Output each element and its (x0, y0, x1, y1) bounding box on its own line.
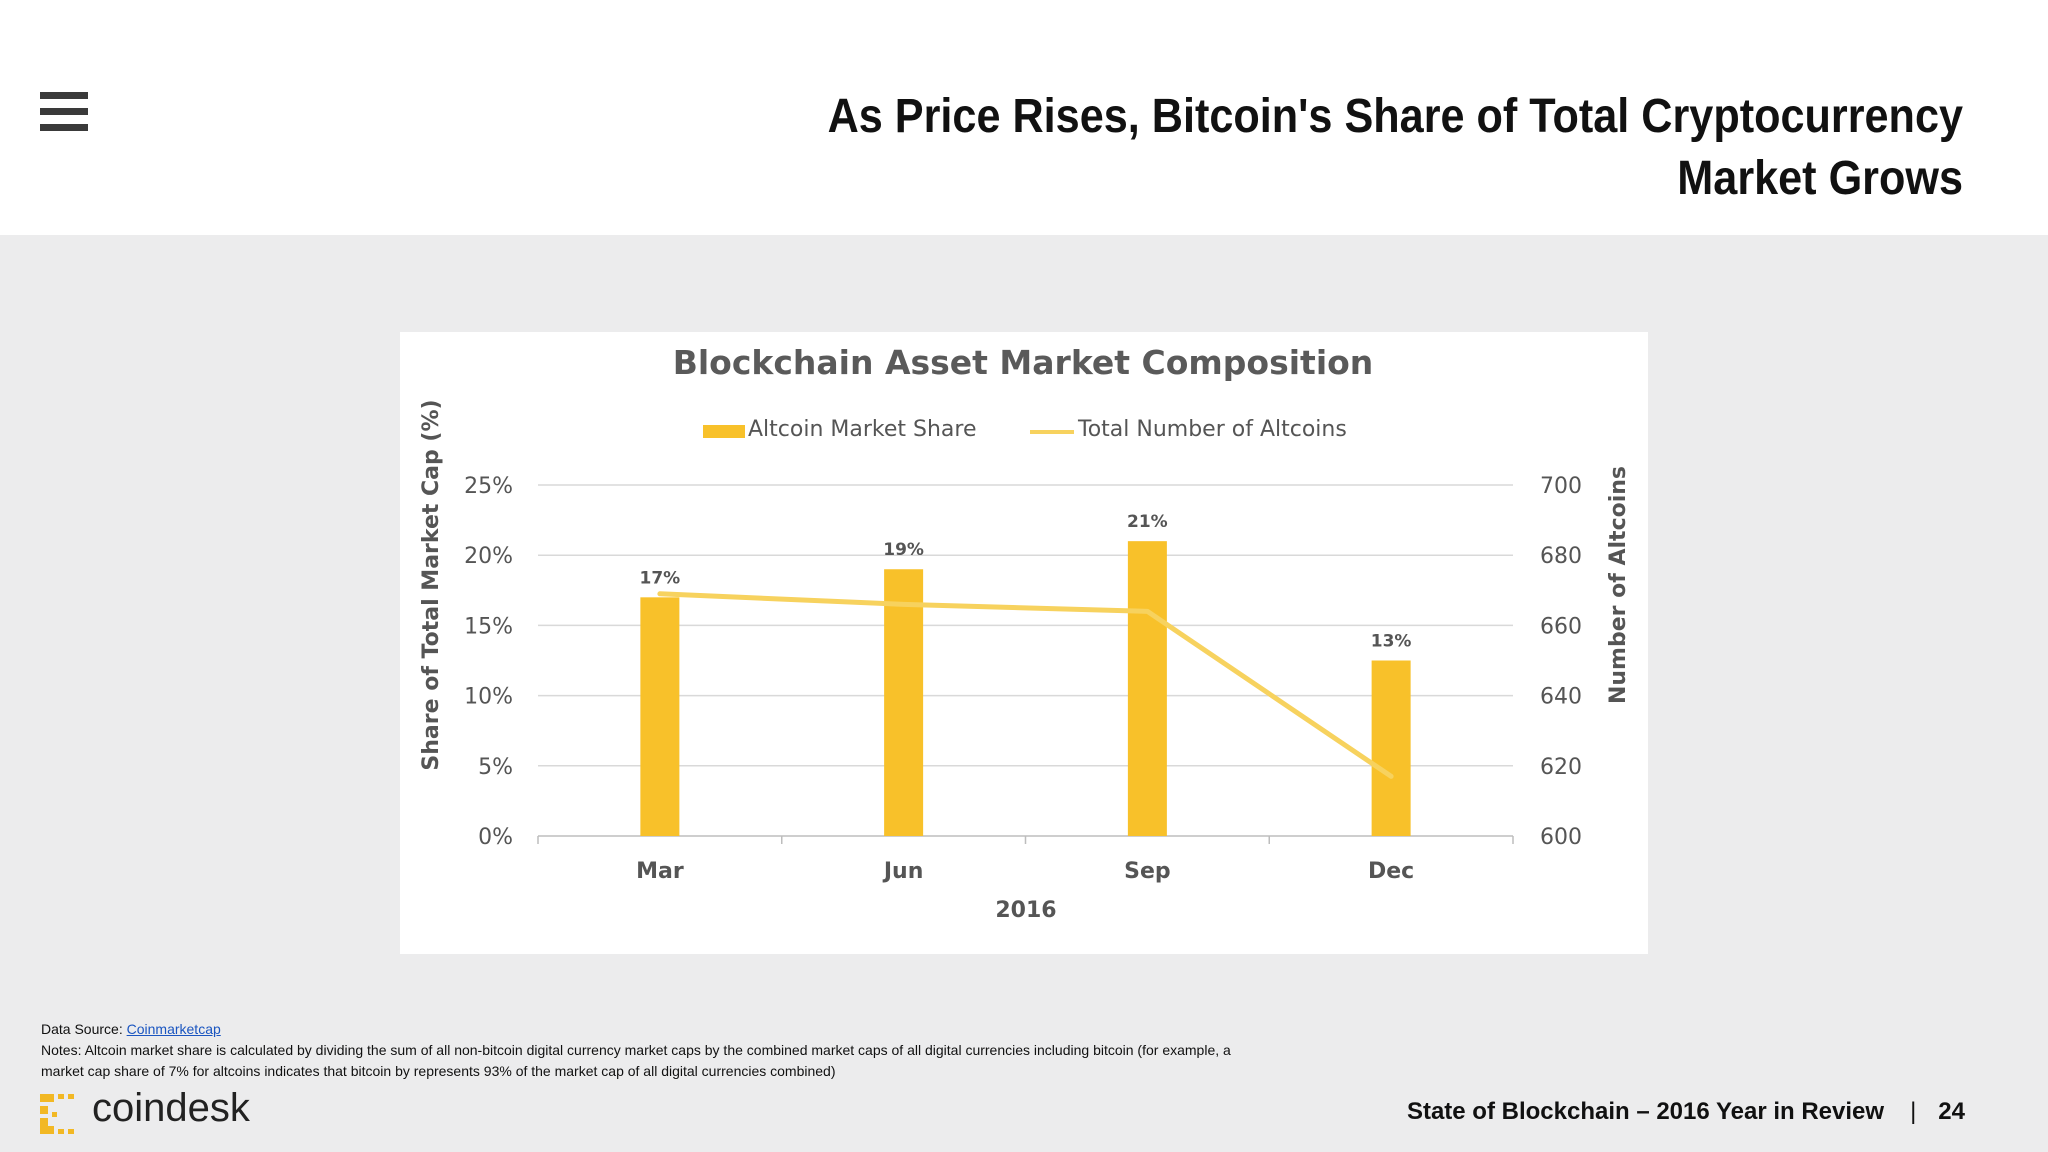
altcoin-count-line (657, 591, 1394, 779)
notes-line-1: Notes: Altcoin market share is calculate… (41, 1042, 1231, 1058)
x-tick-label: Dec (1368, 859, 1414, 884)
bar-jun (884, 569, 924, 836)
page-number: 24 (1938, 1098, 1965, 1125)
slide-title: As Price Rises, Bitcoin's Share of Total… (793, 86, 1963, 210)
footer-report-title: State of Blockchain – 2016 Year in Revie… (1406, 1098, 1885, 1125)
y-tick-label: 0% (478, 825, 513, 850)
y2-tick-label: 680 (1540, 544, 1582, 569)
bar-sep (1127, 541, 1167, 836)
y-axis-label: Share of Total Market Cap (%) (419, 399, 444, 770)
bar-data-label: 21% (1127, 512, 1168, 532)
bar-data-label: 17% (640, 568, 681, 588)
y2-tick-label: 600 (1540, 825, 1582, 850)
bar-mar (640, 597, 680, 836)
notes: Data Source: Coinmarketcap Notes: Altcoi… (41, 1019, 1341, 1082)
chart-title: Blockchain Asset Market Composition (673, 343, 1374, 382)
coindesk-logo-icon (40, 1094, 74, 1134)
bar-data-label: 19% (883, 540, 924, 560)
hamburger-menu-icon[interactable] (40, 92, 88, 132)
coindesk-logo-text: coindesk (92, 1086, 250, 1130)
x-tick-label: Sep (1124, 859, 1171, 884)
legend-swatch-bar (703, 425, 745, 438)
chart-legend: Altcoin Market Share Total Number of Alt… (703, 417, 1347, 442)
chart-panel: 0% 5% 10% 15% 20% 25% 600 620 640 660 680 700 17% 19%… (400, 332, 1648, 954)
y-tick-label: 5% (478, 755, 513, 780)
y2-tick-label: 660 (1540, 614, 1582, 639)
y-tick-label: 20% (464, 544, 513, 569)
y-tick-label: 25% (464, 474, 513, 499)
slide-title-line-1: As Price Rises, Bitcoin's Share of Total… (827, 90, 1963, 143)
chart: 0% 5% 10% 15% 20% 25% 600 620 640 660 680 700 17% 19%… (419, 343, 1631, 923)
x-tick-label: Mar (636, 859, 684, 884)
y2-tick-label: 620 (1540, 755, 1582, 780)
legend-label-line: Total Number of Altcoins (1077, 417, 1347, 442)
slide-footer: State of Blockchain – 2016 Year in Revie… (1407, 1098, 1965, 1126)
coindesk-logo: coindesk (40, 1086, 280, 1135)
x-axis-label: 2016 (995, 898, 1056, 923)
data-source-label: Data Source: (41, 1021, 127, 1037)
y2-tick-label: 640 (1540, 685, 1582, 710)
footer-separator: | (1910, 1098, 1917, 1125)
y2-axis-label: Number of Altcoins (1606, 466, 1631, 704)
slide-header: As Price Rises, Bitcoin's Share of Total… (0, 0, 2048, 235)
y2-tick-label: 700 (1540, 474, 1582, 499)
x-tick-label: Jun (882, 859, 924, 884)
data-source-link[interactable]: Coinmarketcap (126, 1021, 221, 1037)
slide-title-line-2: Market Grows (1677, 152, 1963, 205)
bar-dec (1371, 660, 1411, 836)
data-source: Data Source: Coinmarketcap (41, 1019, 1341, 1040)
bar-data-label: 13% (1371, 632, 1412, 652)
legend-label-bar: Altcoin Market Share (748, 417, 977, 442)
y-tick-label: 15% (464, 614, 513, 639)
y-tick-label: 10% (464, 685, 513, 710)
notes-line-2: market cap share of 7% for altcoins indi… (41, 1063, 836, 1079)
